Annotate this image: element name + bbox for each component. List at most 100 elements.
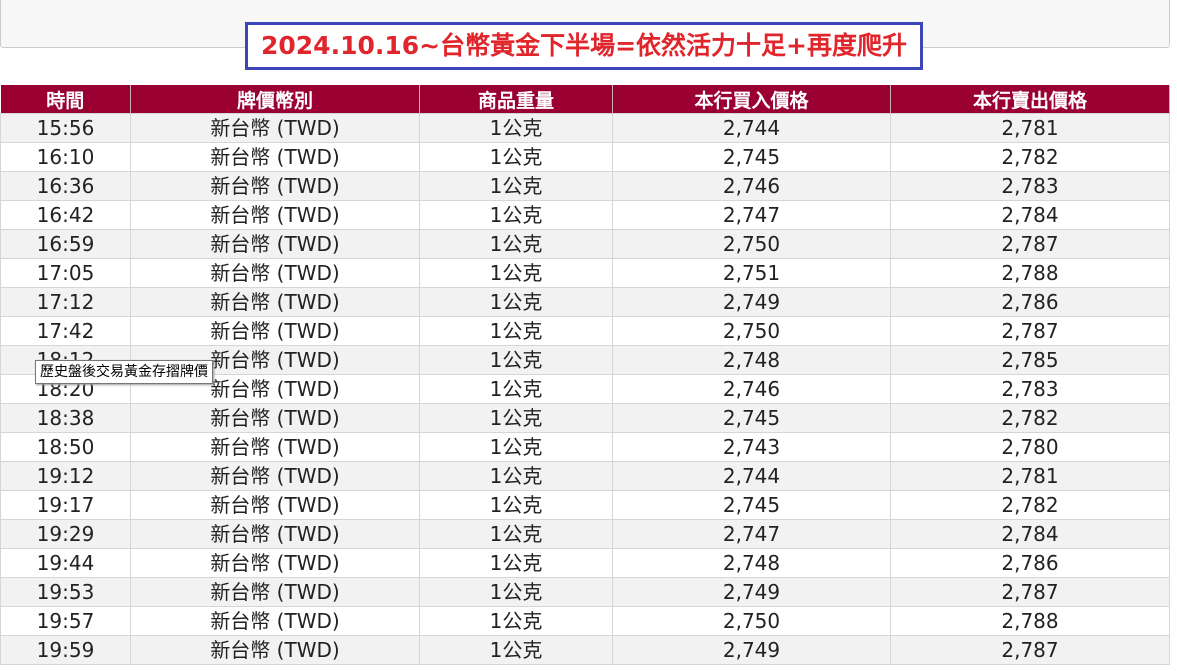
table-cell: 2,786 [890,548,1170,578]
table-cell: 2,751 [612,258,891,288]
table-cell: 1公克 [419,403,613,433]
table-cell: 2,781 [890,461,1170,491]
table-cell: 2,785 [890,345,1170,375]
table-cell: 2,744 [612,461,891,491]
table-cell: 1公克 [419,432,613,462]
table-cell: 1公克 [419,461,613,491]
table-cell: 2,745 [612,490,891,520]
table-cell: 新台幣 (TWD) [130,548,420,578]
table-cell: 2,750 [612,229,891,259]
price-table: 時間 牌價幣別 商品重量 本行買入價格 本行賣出價格 15:56 新台幣 (TWD) 1公克… [0,85,1170,665]
table-cell: 2,748 [612,548,891,578]
table-cell: 17:12 [0,287,131,317]
table-cell: 16:36 [0,171,131,201]
table-row: 16:42 新台幣 (TWD) 1公克 2,747 2,784 [0,200,1170,230]
column-header: 時間 [0,85,131,114]
table-row: 19:12 新台幣 (TWD) 1公克 2,744 2,781 [0,461,1170,491]
table-cell: 2,786 [890,287,1170,317]
table-cell: 2,750 [612,316,891,346]
table-row: 16:10 新台幣 (TWD) 1公克 2,745 2,782 [0,142,1170,172]
table-cell: 新台幣 (TWD) [130,316,420,346]
table-cell: 1公克 [419,229,613,259]
table-cell: 1公克 [419,635,613,665]
table-cell: 2,745 [612,403,891,433]
table-cell: 2,784 [890,200,1170,230]
table-cell: 2,746 [612,171,891,201]
table-cell: 19:29 [0,519,131,549]
table-cell: 2,749 [612,287,891,317]
table-cell: 1公克 [419,577,613,607]
table-cell: 1公克 [419,374,613,404]
table-cell: 2,745 [612,142,891,172]
table-cell: 1公克 [419,113,613,143]
table-cell: 16:59 [0,229,131,259]
table-cell: 1公克 [419,316,613,346]
table-row: 19:57 新台幣 (TWD) 1公克 2,750 2,788 [0,606,1170,636]
table-row: 17:12 新台幣 (TWD) 1公克 2,749 2,786 [0,287,1170,317]
table-cell: 新台幣 (TWD) [130,287,420,317]
table-cell: 1公克 [419,490,613,520]
table-cell: 新台幣 (TWD) [130,635,420,665]
table-cell: 18:50 [0,432,131,462]
table-row: 18:38 新台幣 (TWD) 1公克 2,745 2,782 [0,403,1170,433]
table-cell: 2,788 [890,606,1170,636]
column-header: 牌價幣別 [130,85,420,114]
table-cell: 新台幣 (TWD) [130,171,420,201]
column-header: 本行買入價格 [612,85,891,114]
table-cell: 新台幣 (TWD) [130,577,420,607]
column-header: 本行賣出價格 [890,85,1170,114]
table-cell: 2,782 [890,490,1170,520]
table-cell: 2,780 [890,432,1170,462]
table-cell: 2,744 [612,113,891,143]
table-cell: 19:59 [0,635,131,665]
table-cell: 1公克 [419,519,613,549]
table-cell: 16:42 [0,200,131,230]
table-cell: 15:56 [0,113,131,143]
table-cell: 1公克 [419,548,613,578]
table-cell: 2,782 [890,403,1170,433]
table-row: 19:53 新台幣 (TWD) 1公克 2,749 2,787 [0,577,1170,607]
table-cell: 2,748 [612,345,891,375]
table-cell: 2,781 [890,113,1170,143]
table-cell: 2,750 [612,606,891,636]
table-cell: 2,749 [612,635,891,665]
table-cell: 1公克 [419,142,613,172]
table-cell: 19:12 [0,461,131,491]
tooltip: 歷史盤後交易黃金存摺牌價 [35,360,213,384]
table-cell: 新台幣 (TWD) [130,142,420,172]
table-cell: 新台幣 (TWD) [130,461,420,491]
table-cell: 2,787 [890,635,1170,665]
table-row: 19:17 新台幣 (TWD) 1公克 2,745 2,782 [0,490,1170,520]
table-cell: 新台幣 (TWD) [130,258,420,288]
table-cell: 1公克 [419,258,613,288]
table-cell: 2,787 [890,577,1170,607]
table-cell: 2,747 [612,200,891,230]
table-cell: 2,787 [890,316,1170,346]
table-cell: 16:10 [0,142,131,172]
table-cell: 新台幣 (TWD) [130,113,420,143]
table-row: 18:50 新台幣 (TWD) 1公克 2,743 2,780 [0,432,1170,462]
table-row: 16:59 新台幣 (TWD) 1公克 2,750 2,787 [0,229,1170,259]
table-cell: 19:53 [0,577,131,607]
table-row: 15:56 新台幣 (TWD) 1公克 2,744 2,781 [0,113,1170,143]
table-cell: 新台幣 (TWD) [130,229,420,259]
column-header: 商品重量 [419,85,613,114]
table-cell: 新台幣 (TWD) [130,519,420,549]
table-cell: 2,788 [890,258,1170,288]
table-cell: 18:38 [0,403,131,433]
table-cell: 2,743 [612,432,891,462]
table-row: 17:42 新台幣 (TWD) 1公克 2,750 2,787 [0,316,1170,346]
table-cell: 新台幣 (TWD) [130,490,420,520]
table-cell: 新台幣 (TWD) [130,200,420,230]
table-cell: 1公克 [419,200,613,230]
table-cell: 2,747 [612,519,891,549]
table-cell: 2,782 [890,142,1170,172]
table-cell: 1公克 [419,287,613,317]
page-title: 2024.10.16~台幣黃金下半場=依然活力十足+再度爬升 [245,22,923,70]
table-row: 19:44 新台幣 (TWD) 1公克 2,748 2,786 [0,548,1170,578]
table-row: 19:29 新台幣 (TWD) 1公克 2,747 2,784 [0,519,1170,549]
table-row: 17:05 新台幣 (TWD) 1公克 2,751 2,788 [0,258,1170,288]
table-cell: 1公克 [419,345,613,375]
table-cell: 17:42 [0,316,131,346]
table-cell: 19:17 [0,490,131,520]
